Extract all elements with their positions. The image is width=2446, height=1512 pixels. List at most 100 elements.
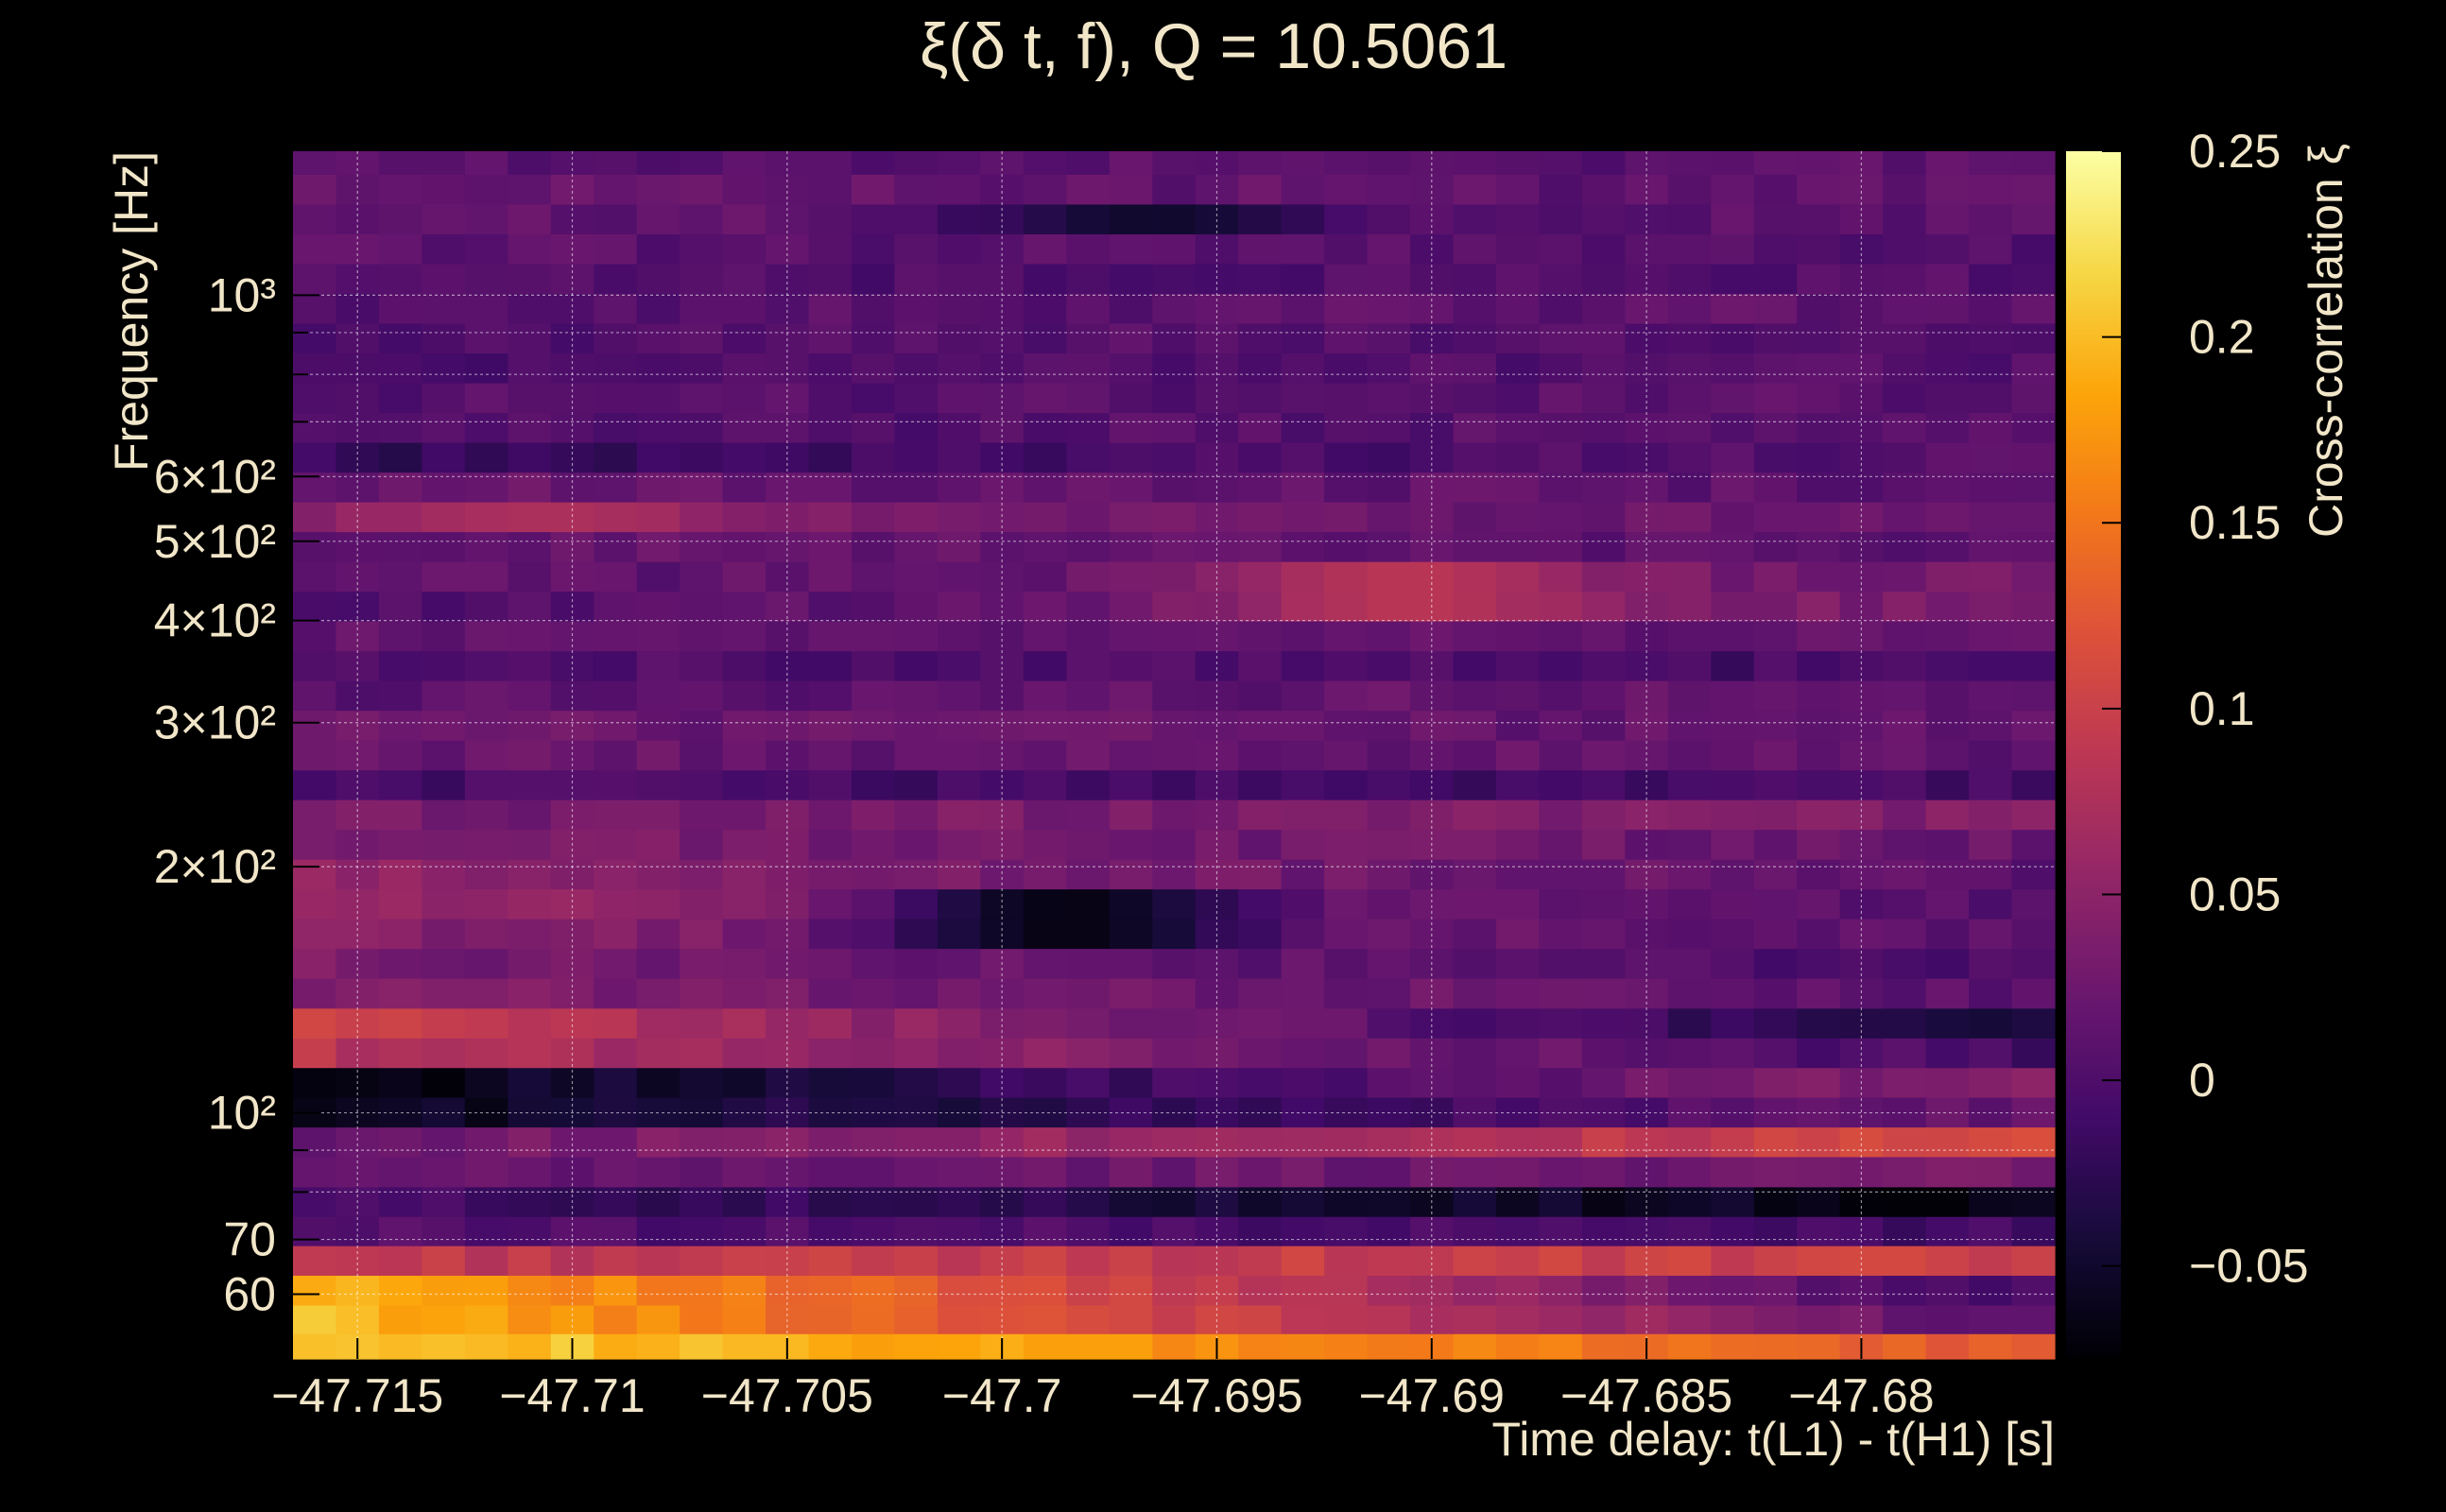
colorbar-tick-label: 0.2 — [2189, 311, 2255, 364]
heatmap-cell — [422, 1216, 466, 1246]
heatmap-cell — [1109, 441, 1153, 473]
heatmap-cell — [1925, 1275, 1970, 1306]
heatmap-cell — [852, 151, 896, 175]
heatmap-cell — [937, 591, 982, 622]
heatmap-cell — [1495, 621, 1541, 652]
heatmap-cell — [1539, 1275, 1583, 1306]
heatmap-cell — [293, 621, 337, 652]
heatmap-cell — [680, 680, 724, 712]
heatmap-cell — [464, 948, 508, 979]
heatmap-cell — [1109, 1275, 1153, 1306]
heatmap-cell — [1410, 531, 1455, 562]
heatmap-cell — [293, 352, 337, 384]
heatmap-cell — [1495, 1275, 1541, 1306]
heatmap-cell — [1066, 293, 1111, 324]
heatmap-cell — [1539, 1067, 1583, 1098]
heatmap-cell — [2011, 591, 2056, 622]
heatmap-cell — [1023, 382, 1067, 414]
heatmap-cell — [1495, 1126, 1541, 1158]
heatmap-cell — [464, 680, 508, 712]
heatmap-cell — [636, 769, 680, 800]
heatmap-cell — [808, 859, 853, 890]
heatmap-cell — [808, 1038, 853, 1069]
heatmap-cell — [1453, 561, 1497, 593]
heatmap-cell — [808, 322, 853, 354]
heatmap-cell — [2011, 352, 2056, 384]
heatmap-cell — [1581, 1186, 1626, 1217]
heatmap-cell — [680, 1216, 724, 1246]
heatmap-cell — [1152, 441, 1197, 473]
heatmap-cell — [1195, 174, 1239, 205]
heatmap-cell — [1023, 233, 1067, 265]
heatmap-cell — [1066, 441, 1111, 473]
heatmap-cell — [1109, 1007, 1153, 1039]
heatmap-cell — [1969, 1246, 2013, 1276]
heatmap-cell — [508, 978, 552, 1009]
heatmap-cell — [1066, 919, 1111, 950]
heatmap-cell — [1581, 561, 1626, 593]
heatmap-cell — [1883, 203, 1927, 234]
heatmap-cell — [808, 621, 853, 652]
heatmap-cell — [1753, 769, 1798, 800]
heatmap-cell — [1883, 1067, 1927, 1098]
heatmap-cell — [1324, 1275, 1369, 1306]
heatmap-cell — [1925, 174, 1970, 205]
heatmap-cell — [1539, 1216, 1583, 1246]
heatmap-cell — [1238, 1304, 1283, 1334]
heatmap-cell — [722, 621, 767, 652]
heatmap-cell — [1539, 233, 1583, 265]
heatmap-cell — [378, 888, 422, 919]
heatmap-cell — [1324, 591, 1369, 622]
heatmap-cell — [1324, 1304, 1369, 1334]
heatmap-cell — [1667, 829, 1712, 860]
heatmap-cell — [508, 769, 552, 800]
heatmap-cell — [1839, 1007, 1884, 1039]
heatmap-cell — [1711, 1126, 1755, 1158]
heatmap-cell — [1753, 412, 1798, 443]
heatmap-cell — [378, 710, 422, 741]
heatmap-cell — [422, 322, 466, 354]
heatmap-cell — [336, 1007, 380, 1039]
heatmap-cell — [1152, 1007, 1197, 1039]
heatmap-cell — [1797, 174, 1841, 205]
heatmap-cell — [894, 322, 939, 354]
heatmap-cell — [508, 1126, 552, 1158]
heatmap-cell — [1453, 412, 1497, 443]
heatmap-cell — [1453, 352, 1497, 384]
heatmap-cell — [1066, 352, 1111, 384]
heatmap-cell — [1453, 382, 1497, 414]
heatmap-cell — [1883, 799, 1927, 831]
heatmap-cell — [293, 1275, 337, 1306]
heatmap-cell — [378, 531, 422, 562]
heatmap-cell — [1152, 1067, 1197, 1098]
heatmap-cell — [1711, 151, 1755, 175]
heatmap-cell — [378, 829, 422, 860]
heatmap-cell — [1152, 1186, 1197, 1217]
heatmap-cell — [1367, 203, 1411, 234]
heatmap-cell — [464, 1186, 508, 1217]
heatmap-cell — [422, 233, 466, 265]
heatmap-cell — [1667, 919, 1712, 950]
heatmap-cell — [1711, 412, 1755, 443]
heatmap-cell — [1581, 1275, 1626, 1306]
heatmap-cell — [766, 1246, 810, 1276]
heatmap-cell — [1410, 769, 1455, 800]
heatmap-cell — [1925, 1126, 1970, 1158]
heatmap-cell — [1667, 1186, 1712, 1217]
heatmap-cell — [422, 1333, 466, 1360]
heatmap-cell — [1367, 1156, 1411, 1188]
heatmap-cell — [1324, 151, 1369, 175]
heatmap-cell — [1883, 352, 1927, 384]
heatmap-cell — [1238, 829, 1283, 860]
heatmap-cell — [1753, 531, 1798, 562]
heatmap-cell — [1023, 1275, 1067, 1306]
heatmap-cell — [1667, 382, 1712, 414]
heatmap-cell — [378, 151, 422, 175]
heatmap-cell — [1109, 203, 1153, 234]
heatmap-cell — [980, 650, 1025, 681]
heatmap-cell — [680, 352, 724, 384]
heatmap-cell — [594, 650, 638, 681]
heatmap-cell — [808, 1333, 853, 1360]
heatmap-cell — [1238, 203, 1283, 234]
